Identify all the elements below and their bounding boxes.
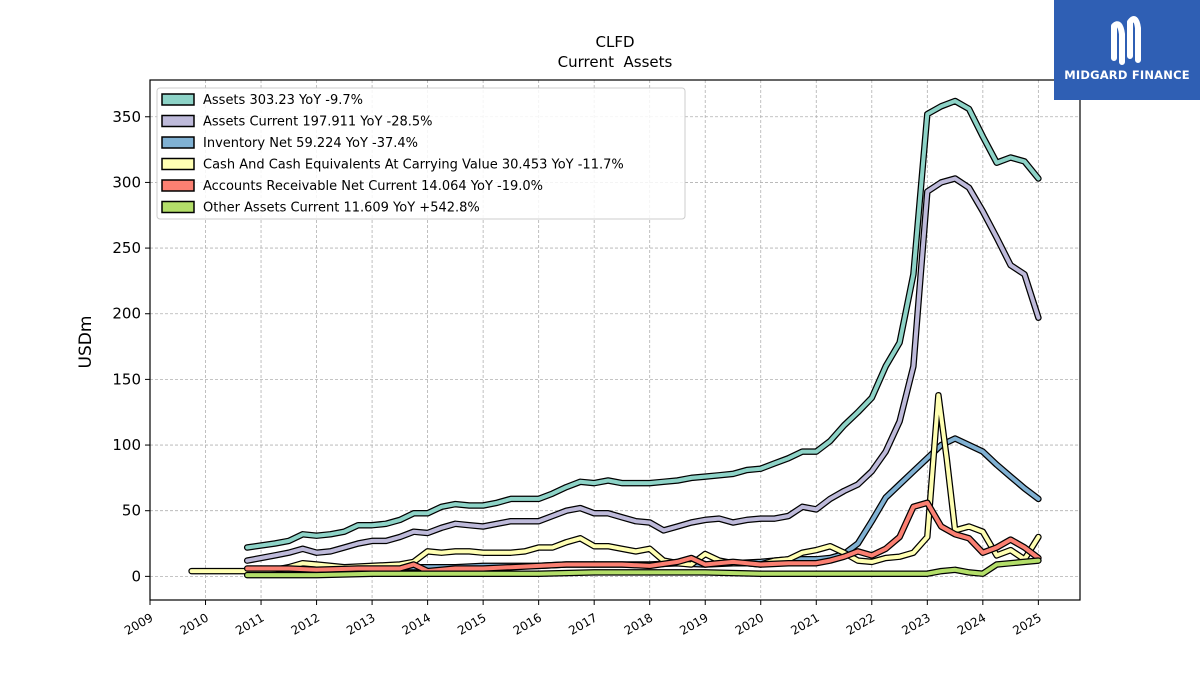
series-line-1 <box>245 176 1041 563</box>
legend-swatch-0 <box>161 93 195 106</box>
x-tick-label: 2025 <box>1010 610 1043 637</box>
legend-entry-3: Cash And Cash Equivalents At Carrying Va… <box>203 158 624 173</box>
x-tick-label: 2024 <box>955 610 988 637</box>
legend-swatch-4 <box>161 179 195 192</box>
series-line-outline-4 <box>243 499 1042 575</box>
brand-logo-text: MIDGARD FINANCE <box>1064 68 1190 82</box>
x-tick-label: 2018 <box>622 610 655 637</box>
y-axis-label: USDm <box>76 316 96 369</box>
legend-entry-2: Inventory Net 59.224 YoY -37.4% <box>203 136 418 151</box>
series-lines <box>188 97 1042 579</box>
y-tick-label: 300 <box>112 173 141 191</box>
x-tick-label: 2011 <box>233 610 266 637</box>
x-tick-label: 2009 <box>122 610 155 637</box>
y-tick-label: 0 <box>131 567 141 585</box>
x-tick-label: 2017 <box>566 610 599 637</box>
legend-swatch-2 <box>161 136 195 149</box>
series-line-4 <box>245 500 1041 574</box>
chart-subtitle: Current Assets <box>558 53 673 71</box>
y-tick-label: 150 <box>112 370 141 388</box>
legend-entry-4: Accounts Receivable Net Current 14.064 Y… <box>203 179 543 194</box>
x-tick-label: 2012 <box>289 610 322 637</box>
x-tick-label: 2014 <box>400 610 433 637</box>
y-tick-label: 50 <box>122 502 141 520</box>
legend-box <box>156 87 686 220</box>
chart-title: CLFD <box>595 33 634 51</box>
legend-swatch-3 <box>161 157 195 171</box>
legend-entry-1: Assets Current 197.911 YoY -28.5% <box>203 115 433 130</box>
y-tick-label: 100 <box>112 436 141 454</box>
x-tick-label: 2022 <box>844 610 877 637</box>
brand-logo: MIDGARD FINANCE <box>1054 0 1200 100</box>
legend-entry-0: Assets 303.23 YoY -9.7% <box>203 93 363 108</box>
x-tick-label: 2016 <box>511 610 544 637</box>
plot-frame <box>149 79 1081 601</box>
legend-entry-5: Other Assets Current 11.609 YoY +542.8% <box>203 201 480 216</box>
legend: Assets 303.23 YoY -9.7% Assets Current 19… <box>156 87 686 220</box>
legend-swatch-5 <box>161 200 195 214</box>
x-tick-label: 2010 <box>178 610 211 637</box>
y-tick-label: 250 <box>112 239 141 257</box>
y-tick-label: 350 <box>112 108 141 126</box>
y-tick-label: 200 <box>112 305 141 323</box>
series-line-0 <box>245 99 1041 550</box>
x-tick-label: 2021 <box>788 610 821 637</box>
x-tick-label: 2015 <box>455 610 488 637</box>
series-line-5 <box>245 558 1041 578</box>
x-tick-label: 2019 <box>677 610 710 637</box>
x-tick-label: 2020 <box>733 610 766 637</box>
x-tick-label: 2013 <box>344 610 377 637</box>
legend-swatch-1 <box>161 114 195 128</box>
x-tick-label: 2023 <box>899 610 932 637</box>
midgard-logo-icon <box>1111 16 1141 65</box>
